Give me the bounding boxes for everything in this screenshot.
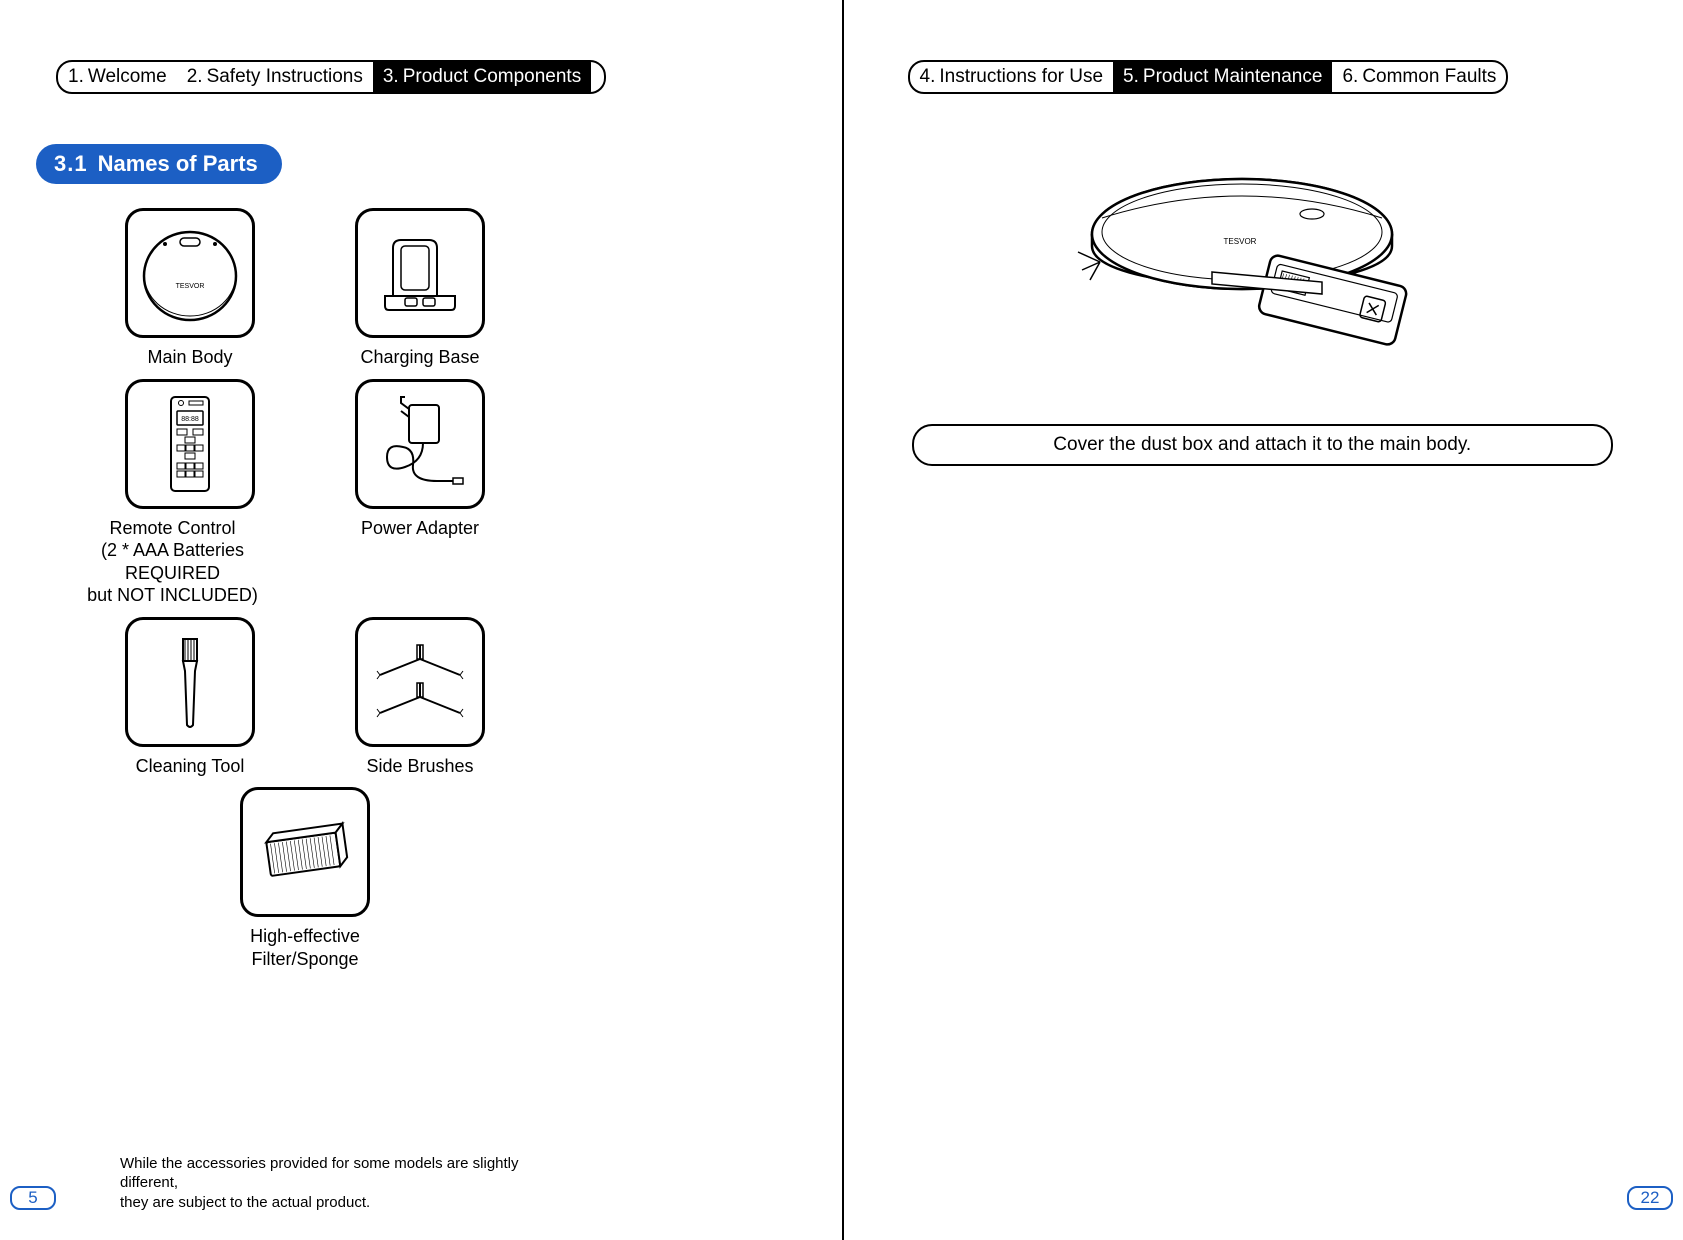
part-side-brushes: Side Brushes [340,617,500,778]
part-remote: 88:88 [110,379,270,607]
tab-label: Instructions for Use [939,66,1103,88]
svg-text:88:88: 88:88 [181,416,199,423]
right-tabbar: 4. Instructions for Use 5. Product Maint… [908,60,1508,94]
tab-welcome: 1. Welcome [58,62,177,92]
svg-text:TESVOR: TESVOR [1224,237,1257,246]
left-page: 1. Welcome 2. Safety Instructions 3. Pro… [0,0,842,1240]
part-filter: High-effective Filter/Sponge [195,787,415,970]
tab-label: Product Maintenance [1143,66,1323,88]
parts-grid: TESVOR Main Body [110,208,802,970]
tab-faults: 6. Common Faults [1332,62,1506,92]
instruction-callout: Cover the dust box and attach it to the … [912,424,1614,466]
section-title: Names of Parts [98,151,258,177]
part-charging-base: Charging Base [340,208,500,369]
right-page: 4. Instructions for Use 5. Product Maint… [842,0,1683,1240]
tab-instructions: 4. Instructions for Use [910,62,1114,92]
side-brushes-icon [355,617,485,747]
power-adapter-icon [355,379,485,509]
part-label: Cleaning Tool [136,755,245,778]
parts-row: Cleaning Tool [110,617,802,778]
cleaning-tool-icon [125,617,255,747]
page-number-left: 5 [10,1186,56,1210]
part-label: High-effective Filter/Sponge [195,925,415,970]
tab-num: 1. [68,66,84,88]
footnote: While the accessories provided for some … [120,1154,580,1213]
part-label: Main Body [147,346,232,369]
tab-components: 3. Product Components [373,62,591,92]
tab-num: 6. [1342,66,1358,88]
part-label: Charging Base [360,346,479,369]
page-number-right: 22 [1627,1186,1673,1210]
section-number: 3.1 [54,151,88,177]
main-body-icon: TESVOR [125,208,255,338]
parts-row-last: High-effective Filter/Sponge [110,787,500,970]
tab-safety: 2. Safety Instructions [177,62,373,92]
tab-label: Common Faults [1362,66,1496,88]
tab-label: Safety Instructions [207,66,363,88]
part-label: Side Brushes [366,755,473,778]
filter-sponge-icon [240,787,370,917]
parts-row: TESVOR Main Body [110,208,802,369]
part-main-body: TESVOR Main Body [110,208,270,369]
tab-num: 3. [383,66,399,88]
tab-num: 2. [187,66,203,88]
robot-with-dustbox-icon: TESVOR [1062,144,1462,364]
tab-num: 5. [1123,66,1139,88]
charging-base-icon [355,208,485,338]
tab-label: Product Components [403,66,582,88]
left-tabbar: 1. Welcome 2. Safety Instructions 3. Pro… [56,60,606,94]
parts-row: 88:88 [110,379,802,607]
part-power-adapter: Power Adapter [340,379,500,607]
part-label: Remote Control (2 * AAA Batteries REQUIR… [58,517,288,607]
section-heading: 3.1 Names of Parts [36,144,282,184]
tab-maintenance: 5. Product Maintenance [1113,62,1332,92]
tab-num: 4. [920,66,936,88]
svg-text:TESVOR: TESVOR [176,283,205,290]
remote-control-icon: 88:88 [125,379,255,509]
callout-text: Cover the dust box and attach it to the … [1053,434,1471,456]
tab-label: Welcome [88,66,167,88]
part-cleaning-tool: Cleaning Tool [110,617,270,778]
part-label: Power Adapter [361,517,479,540]
